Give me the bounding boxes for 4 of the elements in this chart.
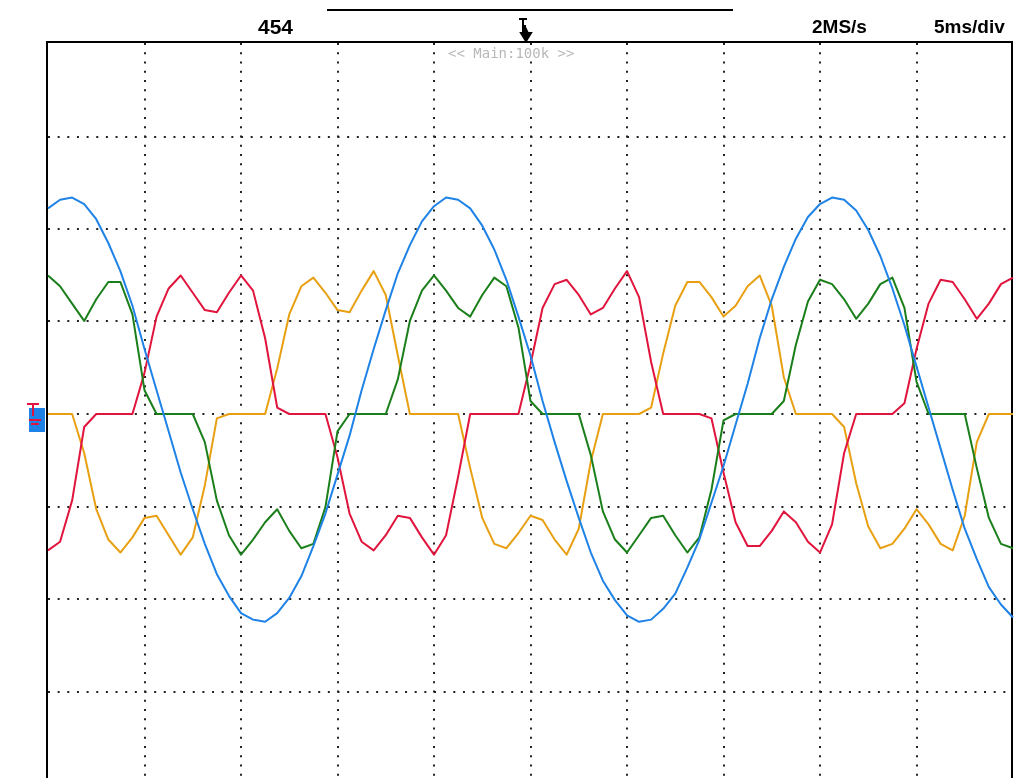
text: 454 bbox=[258, 15, 294, 38]
text: 5ms/div bbox=[934, 16, 1005, 37]
text: << Main:100k >> bbox=[448, 45, 575, 61]
text: 2MS/s bbox=[812, 16, 867, 37]
